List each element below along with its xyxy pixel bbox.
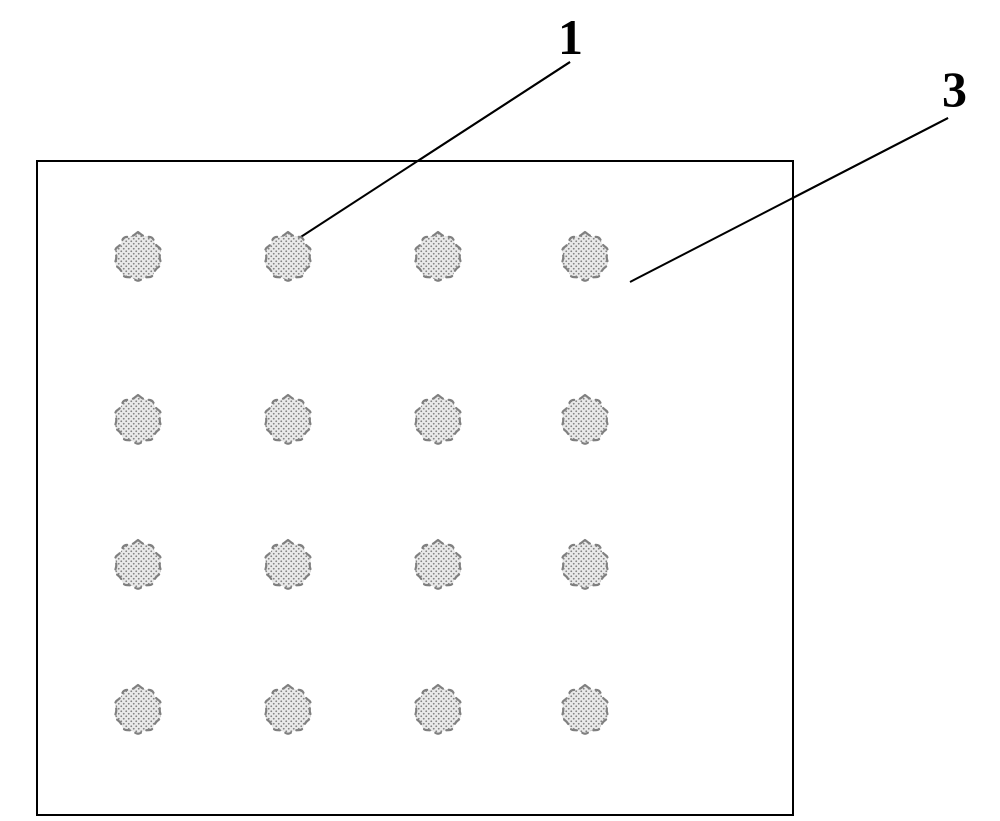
callout-label-3: 3 bbox=[942, 60, 967, 118]
diagram-stage: 13 bbox=[0, 0, 1000, 816]
diagram-svg bbox=[0, 0, 1000, 816]
callout-label-1: 1 bbox=[558, 8, 583, 66]
